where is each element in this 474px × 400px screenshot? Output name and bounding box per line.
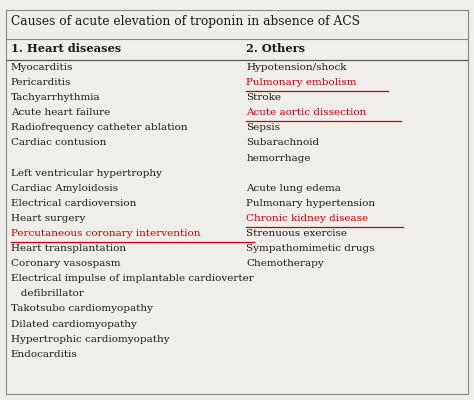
- Text: Acute lung edema: Acute lung edema: [246, 184, 341, 193]
- Text: Endocarditis: Endocarditis: [11, 350, 78, 359]
- Text: Tachyarrhythmia: Tachyarrhythmia: [11, 93, 100, 102]
- Text: Causes of acute elevation of troponin in absence of ACS: Causes of acute elevation of troponin in…: [11, 15, 360, 28]
- Text: Chemotherapy: Chemotherapy: [246, 259, 324, 268]
- Text: Percutaneous coronary intervention: Percutaneous coronary intervention: [11, 229, 201, 238]
- Text: Hypotension/shock: Hypotension/shock: [246, 63, 347, 72]
- Text: Radiofrequency catheter ablation: Radiofrequency catheter ablation: [11, 123, 187, 132]
- Text: Subarachnoid: Subarachnoid: [246, 138, 319, 148]
- Text: Strenuous exercise: Strenuous exercise: [246, 229, 347, 238]
- Text: Pulmonary embolism: Pulmonary embolism: [246, 78, 357, 87]
- Text: Chronic kidney disease: Chronic kidney disease: [246, 214, 369, 223]
- Text: Heart surgery: Heart surgery: [11, 214, 85, 223]
- Text: Acute aortic dissection: Acute aortic dissection: [246, 108, 367, 117]
- Text: Stroke: Stroke: [246, 93, 282, 102]
- Text: Dilated cardiomyopathy: Dilated cardiomyopathy: [11, 320, 137, 328]
- Text: Sympathomimetic drugs: Sympathomimetic drugs: [246, 244, 375, 253]
- Text: Takotsubo cardiomyopathy: Takotsubo cardiomyopathy: [11, 304, 153, 314]
- Text: Electrical cardioversion: Electrical cardioversion: [11, 199, 136, 208]
- Text: Electrical impulse of implantable cardioverter: Electrical impulse of implantable cardio…: [11, 274, 254, 283]
- Text: Pericarditis: Pericarditis: [11, 78, 71, 87]
- Text: Hypertrophic cardiomyopathy: Hypertrophic cardiomyopathy: [11, 335, 169, 344]
- Text: Myocarditis: Myocarditis: [11, 63, 73, 72]
- Text: Left ventricular hypertrophy: Left ventricular hypertrophy: [11, 169, 162, 178]
- Text: Pulmonary hypertension: Pulmonary hypertension: [246, 199, 375, 208]
- Text: 2. Others: 2. Others: [246, 43, 305, 54]
- Text: hemorrhage: hemorrhage: [246, 154, 311, 162]
- Text: Coronary vasospasm: Coronary vasospasm: [11, 259, 120, 268]
- Text: Cardiac Amyloidosis: Cardiac Amyloidosis: [11, 184, 118, 193]
- Text: Sepsis: Sepsis: [246, 123, 281, 132]
- Text: Heart transplantation: Heart transplantation: [11, 244, 126, 253]
- Text: Cardiac contusion: Cardiac contusion: [11, 138, 106, 148]
- Text: Acute heart failure: Acute heart failure: [11, 108, 110, 117]
- Text: 1. Heart diseases: 1. Heart diseases: [11, 43, 121, 54]
- Text: defibrillator: defibrillator: [11, 289, 84, 298]
